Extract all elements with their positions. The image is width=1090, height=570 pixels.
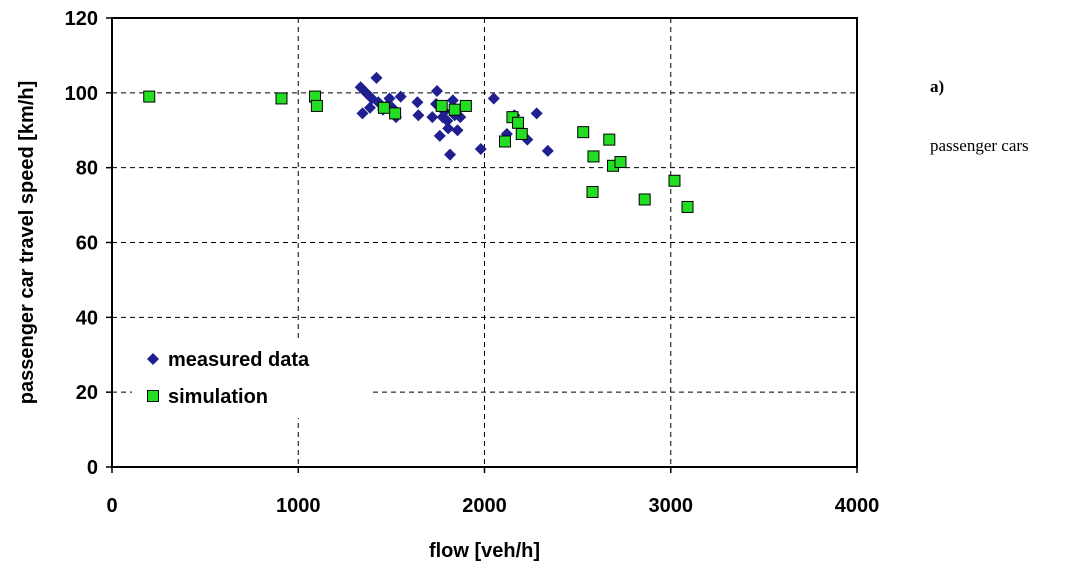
simulation-data-point (459, 99, 472, 112)
panel-label: a) (930, 77, 945, 96)
simulation-data-point (435, 99, 448, 112)
simulation-data-point (389, 107, 402, 120)
measured-data-point (383, 92, 396, 105)
legend-measured-marker (147, 353, 159, 365)
measured-data-point (451, 124, 464, 137)
measured-data-point (474, 142, 487, 155)
simulation-data-point (668, 174, 681, 187)
y-tick-label: 40 (76, 307, 98, 329)
simulation-data-point (310, 99, 323, 112)
y-tick-label: 0 (87, 457, 98, 479)
measured-data-point (363, 101, 376, 114)
simulation-data-point (515, 127, 528, 140)
simulation-data-point (638, 193, 651, 206)
simulation-data-point (377, 101, 390, 114)
measured-data-point (530, 107, 543, 120)
x-tick-label: 1000 (276, 495, 321, 517)
measured-data-point (356, 107, 369, 120)
x-axis-ticks: 0 1000 2000 3000 4000 (106, 467, 879, 517)
simulation-data-point (587, 150, 600, 163)
y-tick-label: 100 (65, 83, 98, 105)
y-tick-label: 80 (76, 158, 98, 180)
x-axis-title: flow [veh/h] (429, 540, 540, 562)
measured-data-point (431, 84, 444, 97)
simulation-data-point (603, 133, 616, 146)
measured-data-point (446, 94, 459, 107)
gridlines (112, 18, 857, 467)
simulation-data-point (275, 92, 288, 105)
simulation-data-point (586, 185, 599, 198)
simulation-data-point (448, 103, 461, 116)
measured-data-point (394, 90, 407, 103)
measured-data-point (541, 144, 554, 157)
data-points (143, 71, 694, 213)
measured-data-point (411, 96, 424, 109)
y-tick-label: 120 (65, 8, 98, 30)
simulation-data-point (143, 90, 156, 103)
measured-data-point (442, 122, 455, 135)
simulation-data-point (614, 156, 627, 169)
y-tick-label: 20 (76, 382, 98, 404)
simulation-data-point (512, 116, 525, 129)
y-axis-title: passenger car travel speed [km/h] (16, 81, 38, 404)
x-tick-label: 2000 (462, 495, 507, 517)
simulation-data-point (498, 135, 511, 148)
legend-label: measured data (168, 349, 310, 371)
measured-data-point (444, 148, 457, 161)
simulation-data-point (681, 200, 694, 213)
legend: measured data simulation (147, 349, 310, 408)
measured-data-point (412, 109, 425, 122)
measured-data-point (370, 71, 383, 84)
measured-data-point (441, 114, 454, 127)
simulation-data-point (577, 126, 590, 139)
x-tick-label: 3000 (649, 495, 694, 517)
y-axis-ticks: 0 20 40 60 80 100 120 (65, 8, 112, 479)
measured-data-point (426, 111, 439, 124)
x-tick-label: 4000 (835, 495, 880, 517)
legend-background (132, 338, 370, 418)
panel-caption: passenger cars (930, 136, 1029, 155)
measured-data-point (433, 129, 446, 142)
legend-simulation-marker (147, 390, 159, 402)
y-tick-label: 60 (76, 233, 98, 255)
legend-label: simulation (168, 386, 268, 408)
x-tick-label: 0 (106, 495, 117, 517)
measured-data-point (487, 92, 500, 105)
